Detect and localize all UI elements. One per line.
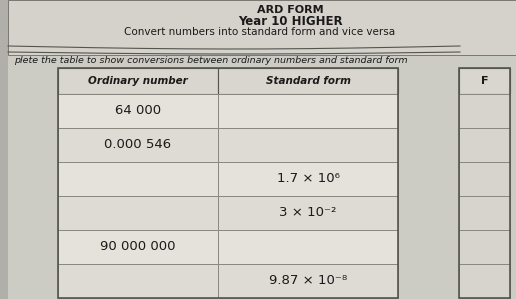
Text: ARD FORM: ARD FORM xyxy=(256,5,324,15)
Bar xyxy=(58,162,218,196)
Bar xyxy=(459,196,510,230)
Bar xyxy=(218,264,398,298)
Bar xyxy=(58,68,398,298)
Text: Convert numbers into standard form and vice versa: Convert numbers into standard form and v… xyxy=(124,27,396,37)
Bar xyxy=(459,68,510,94)
Bar xyxy=(0,0,8,299)
Bar xyxy=(218,68,398,94)
Bar xyxy=(459,162,510,196)
Bar xyxy=(58,128,218,162)
Text: plete the table to show conversions between ordinary numbers and standard form: plete the table to show conversions betw… xyxy=(14,56,408,65)
Bar xyxy=(459,230,510,264)
Text: Ordinary number: Ordinary number xyxy=(88,76,188,86)
Bar xyxy=(398,68,459,298)
Bar xyxy=(218,162,398,196)
Text: 0.000 546: 0.000 546 xyxy=(104,138,171,152)
Text: 1.7 × 10⁶: 1.7 × 10⁶ xyxy=(277,173,340,185)
Text: 9.87 × 10⁻⁸: 9.87 × 10⁻⁸ xyxy=(269,274,347,288)
Bar xyxy=(218,94,398,128)
Text: Year 10 HIGHER: Year 10 HIGHER xyxy=(238,15,342,28)
Text: Standard form: Standard form xyxy=(266,76,350,86)
Bar xyxy=(218,128,398,162)
Bar xyxy=(218,196,398,230)
Bar xyxy=(58,94,218,128)
Text: 90 000 000: 90 000 000 xyxy=(100,240,176,254)
Bar xyxy=(58,196,218,230)
Bar xyxy=(459,264,510,298)
Bar xyxy=(218,230,398,264)
Bar xyxy=(58,68,218,94)
Text: F: F xyxy=(481,76,488,86)
Text: 3 × 10⁻²: 3 × 10⁻² xyxy=(279,207,336,219)
Bar xyxy=(58,264,218,298)
Bar xyxy=(459,94,510,128)
Bar xyxy=(8,0,516,55)
Text: 64 000: 64 000 xyxy=(115,104,161,118)
Bar xyxy=(58,230,218,264)
Bar xyxy=(459,128,510,162)
Bar xyxy=(459,68,510,298)
